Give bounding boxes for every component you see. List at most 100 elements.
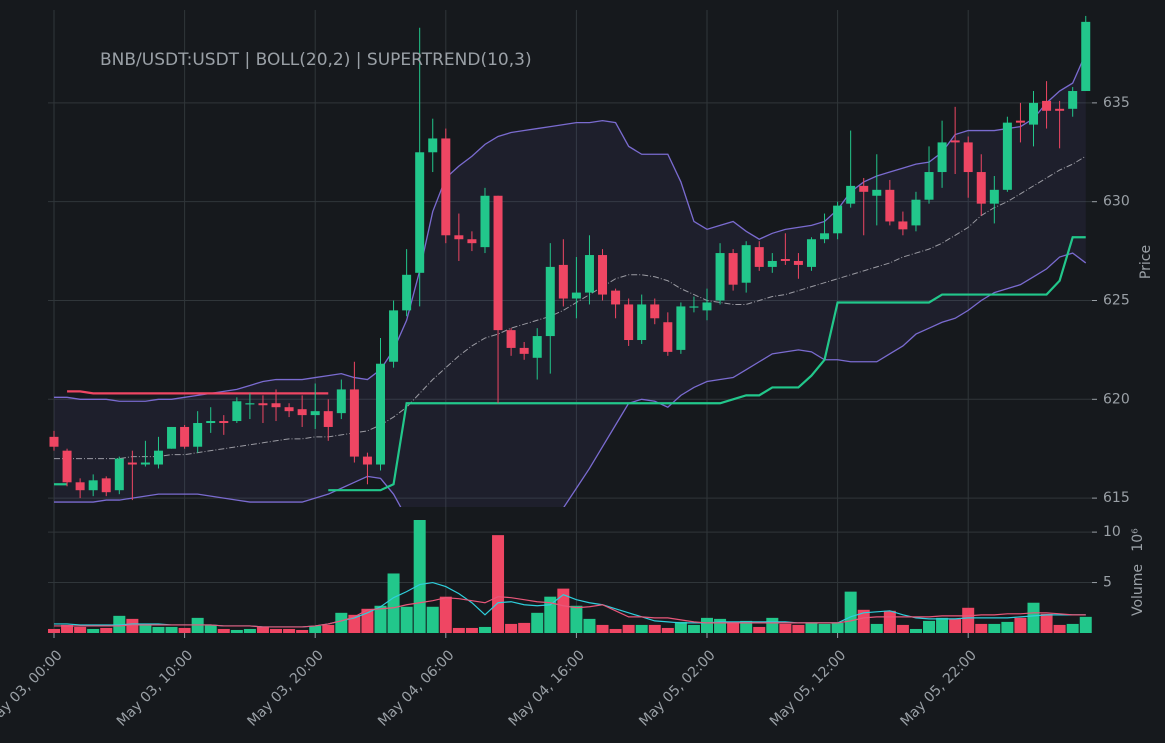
volume-scale-label: 10⁶ bbox=[1130, 528, 1146, 552]
volume-axis-label: Volume bbox=[1130, 564, 1146, 616]
candle-body bbox=[336, 389, 346, 414]
volume-bar bbox=[975, 623, 988, 633]
candle-body bbox=[88, 480, 98, 491]
volume-bar bbox=[152, 626, 165, 633]
volume-bar bbox=[361, 608, 374, 633]
candle-body bbox=[885, 189, 895, 222]
volume-bar bbox=[492, 535, 505, 633]
candle-body bbox=[180, 426, 190, 447]
candle-body bbox=[219, 421, 229, 424]
candle-body bbox=[584, 255, 594, 293]
candle-body bbox=[454, 235, 464, 240]
volume-bar bbox=[478, 626, 491, 633]
candle-body bbox=[62, 450, 72, 483]
y-tick-label: 635 bbox=[1103, 95, 1130, 111]
volume-bar bbox=[296, 629, 309, 633]
candle-body bbox=[232, 401, 242, 422]
volume-bar bbox=[923, 620, 936, 633]
volume-bar bbox=[1040, 613, 1053, 633]
candle-body bbox=[754, 247, 764, 267]
candle-body bbox=[989, 189, 999, 204]
volume-bar bbox=[1079, 616, 1092, 633]
candle-body bbox=[349, 389, 359, 457]
candle-body bbox=[153, 450, 163, 465]
volume-bar bbox=[531, 612, 544, 633]
candle-body bbox=[140, 462, 150, 465]
candle-body bbox=[624, 304, 634, 341]
volume-bar bbox=[374, 605, 387, 633]
candle-body bbox=[741, 245, 751, 283]
candle-body bbox=[206, 421, 216, 424]
candle-body bbox=[780, 258, 790, 261]
volume-bar bbox=[766, 617, 779, 633]
y-tick-label: 620 bbox=[1103, 391, 1130, 407]
candle-body bbox=[506, 330, 516, 348]
volume-bar bbox=[661, 627, 674, 633]
candle-body bbox=[976, 172, 986, 204]
volume-bar bbox=[909, 628, 922, 633]
candle-body bbox=[389, 310, 399, 362]
volume-bar bbox=[870, 623, 883, 633]
volume-bar bbox=[792, 624, 805, 633]
candle-body bbox=[937, 142, 947, 173]
volume-bar bbox=[936, 617, 949, 633]
volume-bar bbox=[701, 617, 713, 633]
volume-bar bbox=[87, 628, 100, 633]
volume-bar bbox=[61, 624, 74, 633]
candle-body bbox=[846, 185, 856, 204]
candle-body bbox=[402, 274, 412, 311]
candle-body bbox=[859, 185, 869, 192]
volume-bar bbox=[622, 624, 635, 633]
candle-body bbox=[310, 411, 320, 416]
candle-body bbox=[767, 260, 777, 267]
volume-bar bbox=[857, 609, 870, 633]
volume-bar bbox=[635, 624, 648, 633]
candle-body bbox=[963, 142, 973, 173]
candle-body bbox=[428, 138, 438, 153]
candle-body bbox=[49, 436, 59, 447]
volume-bar bbox=[1027, 602, 1040, 633]
volume-bar bbox=[322, 624, 335, 633]
supertrend-down bbox=[67, 390, 329, 395]
candle-body bbox=[702, 302, 712, 311]
volume-bar bbox=[740, 620, 753, 633]
volume-bar bbox=[204, 624, 217, 633]
candle-body bbox=[545, 266, 555, 337]
candle-body bbox=[558, 264, 568, 299]
volume-bar bbox=[570, 605, 583, 633]
y-tick-label: 10 bbox=[1103, 524, 1121, 540]
candle-body bbox=[480, 195, 490, 248]
candle-body bbox=[1081, 21, 1091, 92]
y-tick-label: 615 bbox=[1103, 490, 1130, 506]
candle-body bbox=[532, 336, 542, 358]
volume-bar bbox=[596, 624, 609, 633]
candle-body bbox=[676, 306, 686, 350]
volume-bar bbox=[544, 596, 557, 633]
y-tick-label: 625 bbox=[1103, 292, 1130, 308]
volume-bar bbox=[609, 628, 622, 633]
volume-bar bbox=[283, 628, 296, 633]
candle-body bbox=[167, 426, 177, 449]
volume-panel bbox=[48, 520, 1092, 633]
candle-body bbox=[715, 253, 725, 301]
candle-body bbox=[950, 140, 960, 143]
volume-bar bbox=[452, 627, 465, 633]
volume-bar bbox=[387, 573, 400, 633]
volume-bar bbox=[883, 610, 896, 633]
candle-body bbox=[127, 462, 137, 465]
candle-body bbox=[1068, 91, 1078, 109]
volume-bar bbox=[557, 588, 570, 633]
volume-bar bbox=[426, 606, 439, 633]
candle-body bbox=[297, 409, 307, 416]
volume-bar bbox=[583, 618, 596, 633]
candle-body bbox=[376, 363, 385, 465]
volume-bar bbox=[988, 623, 1001, 633]
candle-body bbox=[571, 292, 581, 299]
volume-bar bbox=[139, 624, 152, 633]
candle-body bbox=[806, 239, 816, 267]
volume-bar bbox=[256, 626, 269, 633]
volume-average bbox=[54, 596, 1086, 628]
volume-bar bbox=[896, 624, 909, 633]
volume-bar bbox=[1053, 624, 1066, 633]
